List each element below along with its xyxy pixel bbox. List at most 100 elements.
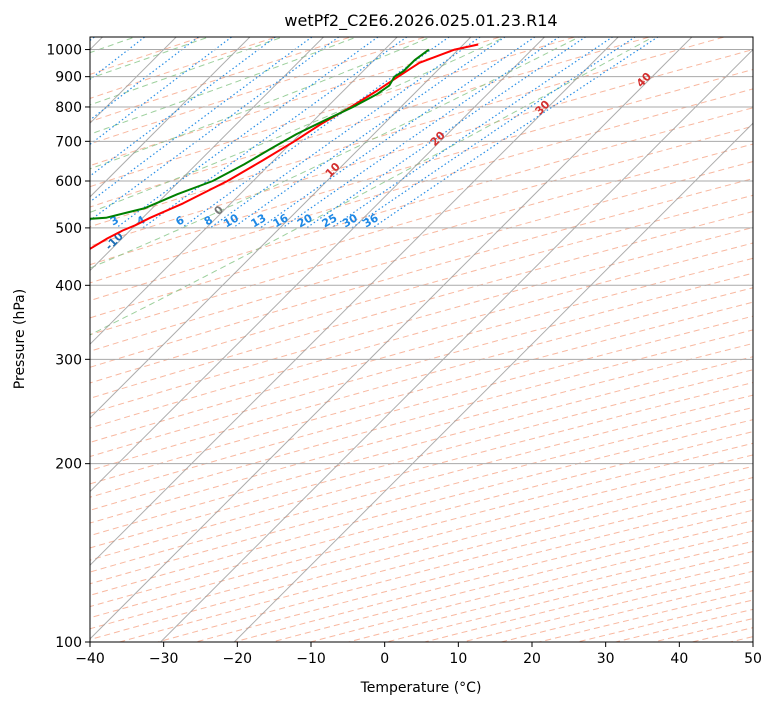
mixing-ratio-line [330, 37, 614, 229]
y-tick-label: 500 [55, 221, 82, 237]
dry-adiabat-line [575, 599, 753, 642]
dry-adiabat-line [90, 301, 753, 485]
x-tick-label: 10 [449, 651, 467, 667]
x-tick-label: −40 [75, 651, 105, 667]
mixing-ratio-line [115, 37, 379, 229]
moist-adiabat-line [90, 37, 507, 213]
x-tick-label: −20 [223, 651, 253, 667]
lower-isotherm-label: 40 [634, 70, 654, 90]
y-tick-label: 700 [55, 134, 82, 150]
dry-adiabat-line [90, 125, 753, 319]
chart-title: wetPf2_C2E6.2026.025.01.23.R14 [284, 11, 557, 31]
mixing-ratio-line [209, 37, 482, 229]
isotherm-line [90, 37, 398, 345]
y-tick-label: 900 [55, 70, 82, 86]
dry-adiabat-line [422, 560, 753, 642]
dry-adiabat-line [90, 315, 753, 498]
dry-adiabat-line [384, 550, 753, 642]
y-tick-label: 600 [55, 174, 82, 190]
mixing-ratio-line [90, 37, 96, 42]
isotherm-line [90, 37, 693, 640]
dry-adiabat-line [90, 37, 502, 167]
isotherm-line [90, 37, 619, 566]
dry-adiabat-line [90, 329, 753, 511]
dry-adiabat-line [90, 37, 652, 208]
isotherm-label: -10 [103, 229, 126, 252]
dry-adiabat-line [90, 369, 753, 549]
dry-adiabat-line [90, 431, 753, 608]
y-axis-title: Pressure (hPa) [12, 289, 28, 389]
moist-adiabat-line [90, 37, 210, 79]
plot-frame [89, 36, 754, 643]
x-tick-label: 30 [597, 651, 615, 667]
isotherm-line [233, 122, 753, 642]
x-tick-label: 50 [744, 651, 762, 667]
y-tick-label: 400 [55, 278, 82, 294]
isotherm-label: -20 [0, 268, 13, 291]
mixing-ratio-line [90, 37, 146, 81]
mixing-ratio-line [351, 37, 637, 229]
dry-adiabat-line [90, 257, 753, 443]
dry-adiabat-line [90, 178, 753, 368]
x-tick-label: −30 [149, 651, 179, 667]
moist-adiabat-line [90, 37, 358, 135]
dry-adiabat-line [90, 242, 753, 429]
isotherm-line [90, 37, 251, 198]
y-tick-label: 200 [55, 457, 82, 473]
lower-isotherm-label: 30 [533, 97, 553, 117]
dry-adiabat-line [90, 419, 753, 596]
dry-adiabat-line [90, 272, 753, 458]
dry-adiabat-line [90, 161, 753, 352]
dry-adiabat-line [499, 580, 753, 642]
dry-adiabat-line [90, 406, 753, 585]
dry-adiabat-line [90, 68, 753, 266]
mixing-ratio-line [90, 37, 233, 146]
dry-adiabat-line [90, 37, 204, 75]
dry-adiabat-line [90, 194, 753, 384]
isotherm-line [90, 37, 546, 493]
lower-isotherm-label: 20 [428, 129, 448, 149]
dry-adiabat-line [90, 342, 753, 524]
dry-adiabat-line [90, 442, 753, 619]
dry-adiabat-line [90, 107, 753, 302]
moist-adiabat-line [90, 37, 432, 170]
dry-adiabat-line [537, 590, 753, 642]
dry-adiabat-line [90, 382, 753, 561]
mixing-ratio-line [306, 37, 587, 229]
dewpoint-line [90, 48, 430, 220]
dry-adiabat-line [90, 454, 753, 630]
y-tick-label: 800 [55, 100, 82, 116]
dry-adiabat-line [90, 143, 753, 336]
y-tick-label: 100 [55, 635, 82, 651]
x-tick-label: 40 [670, 651, 688, 667]
series-group [90, 43, 479, 251]
mixing-ratio-line [90, 37, 200, 121]
dry-adiabat-line [460, 570, 753, 642]
lower-isotherm-label: 10 [323, 160, 343, 180]
mixing-ratio-line [90, 37, 313, 203]
dry-adiabat-line [689, 627, 753, 642]
x-tick-label: 20 [523, 651, 541, 667]
mixing-ratio-line [142, 37, 408, 229]
isotherm-line [90, 37, 472, 419]
mixing-ratio-label: 1 [13, 213, 26, 228]
dry-adiabat-line [308, 530, 753, 642]
mixing-ratio-line [232, 37, 506, 229]
dry-adiabat-line [90, 49, 753, 247]
dry-adiabat-line [90, 356, 753, 537]
axes-group: −40 −30 −20 −10 0 10 20 30 40 50 100 200 300 400 500 60… [46, 43, 762, 667]
dry-adiabat-line [90, 394, 753, 573]
dry-adiabat-line [727, 636, 753, 642]
dry-adiabat-line [346, 540, 753, 642]
x-tick-label: 0 [380, 651, 389, 667]
dry-adiabat-line [90, 287, 753, 471]
mixing-ratio-line [372, 37, 659, 229]
dry-adiabat-line [117, 477, 753, 642]
isotherm-line [90, 37, 325, 272]
mixing-ratio-line [90, 37, 340, 222]
background-lines [90, 37, 753, 642]
y-tick-label: 1000 [46, 43, 82, 59]
x-tick-label: −10 [296, 651, 326, 667]
